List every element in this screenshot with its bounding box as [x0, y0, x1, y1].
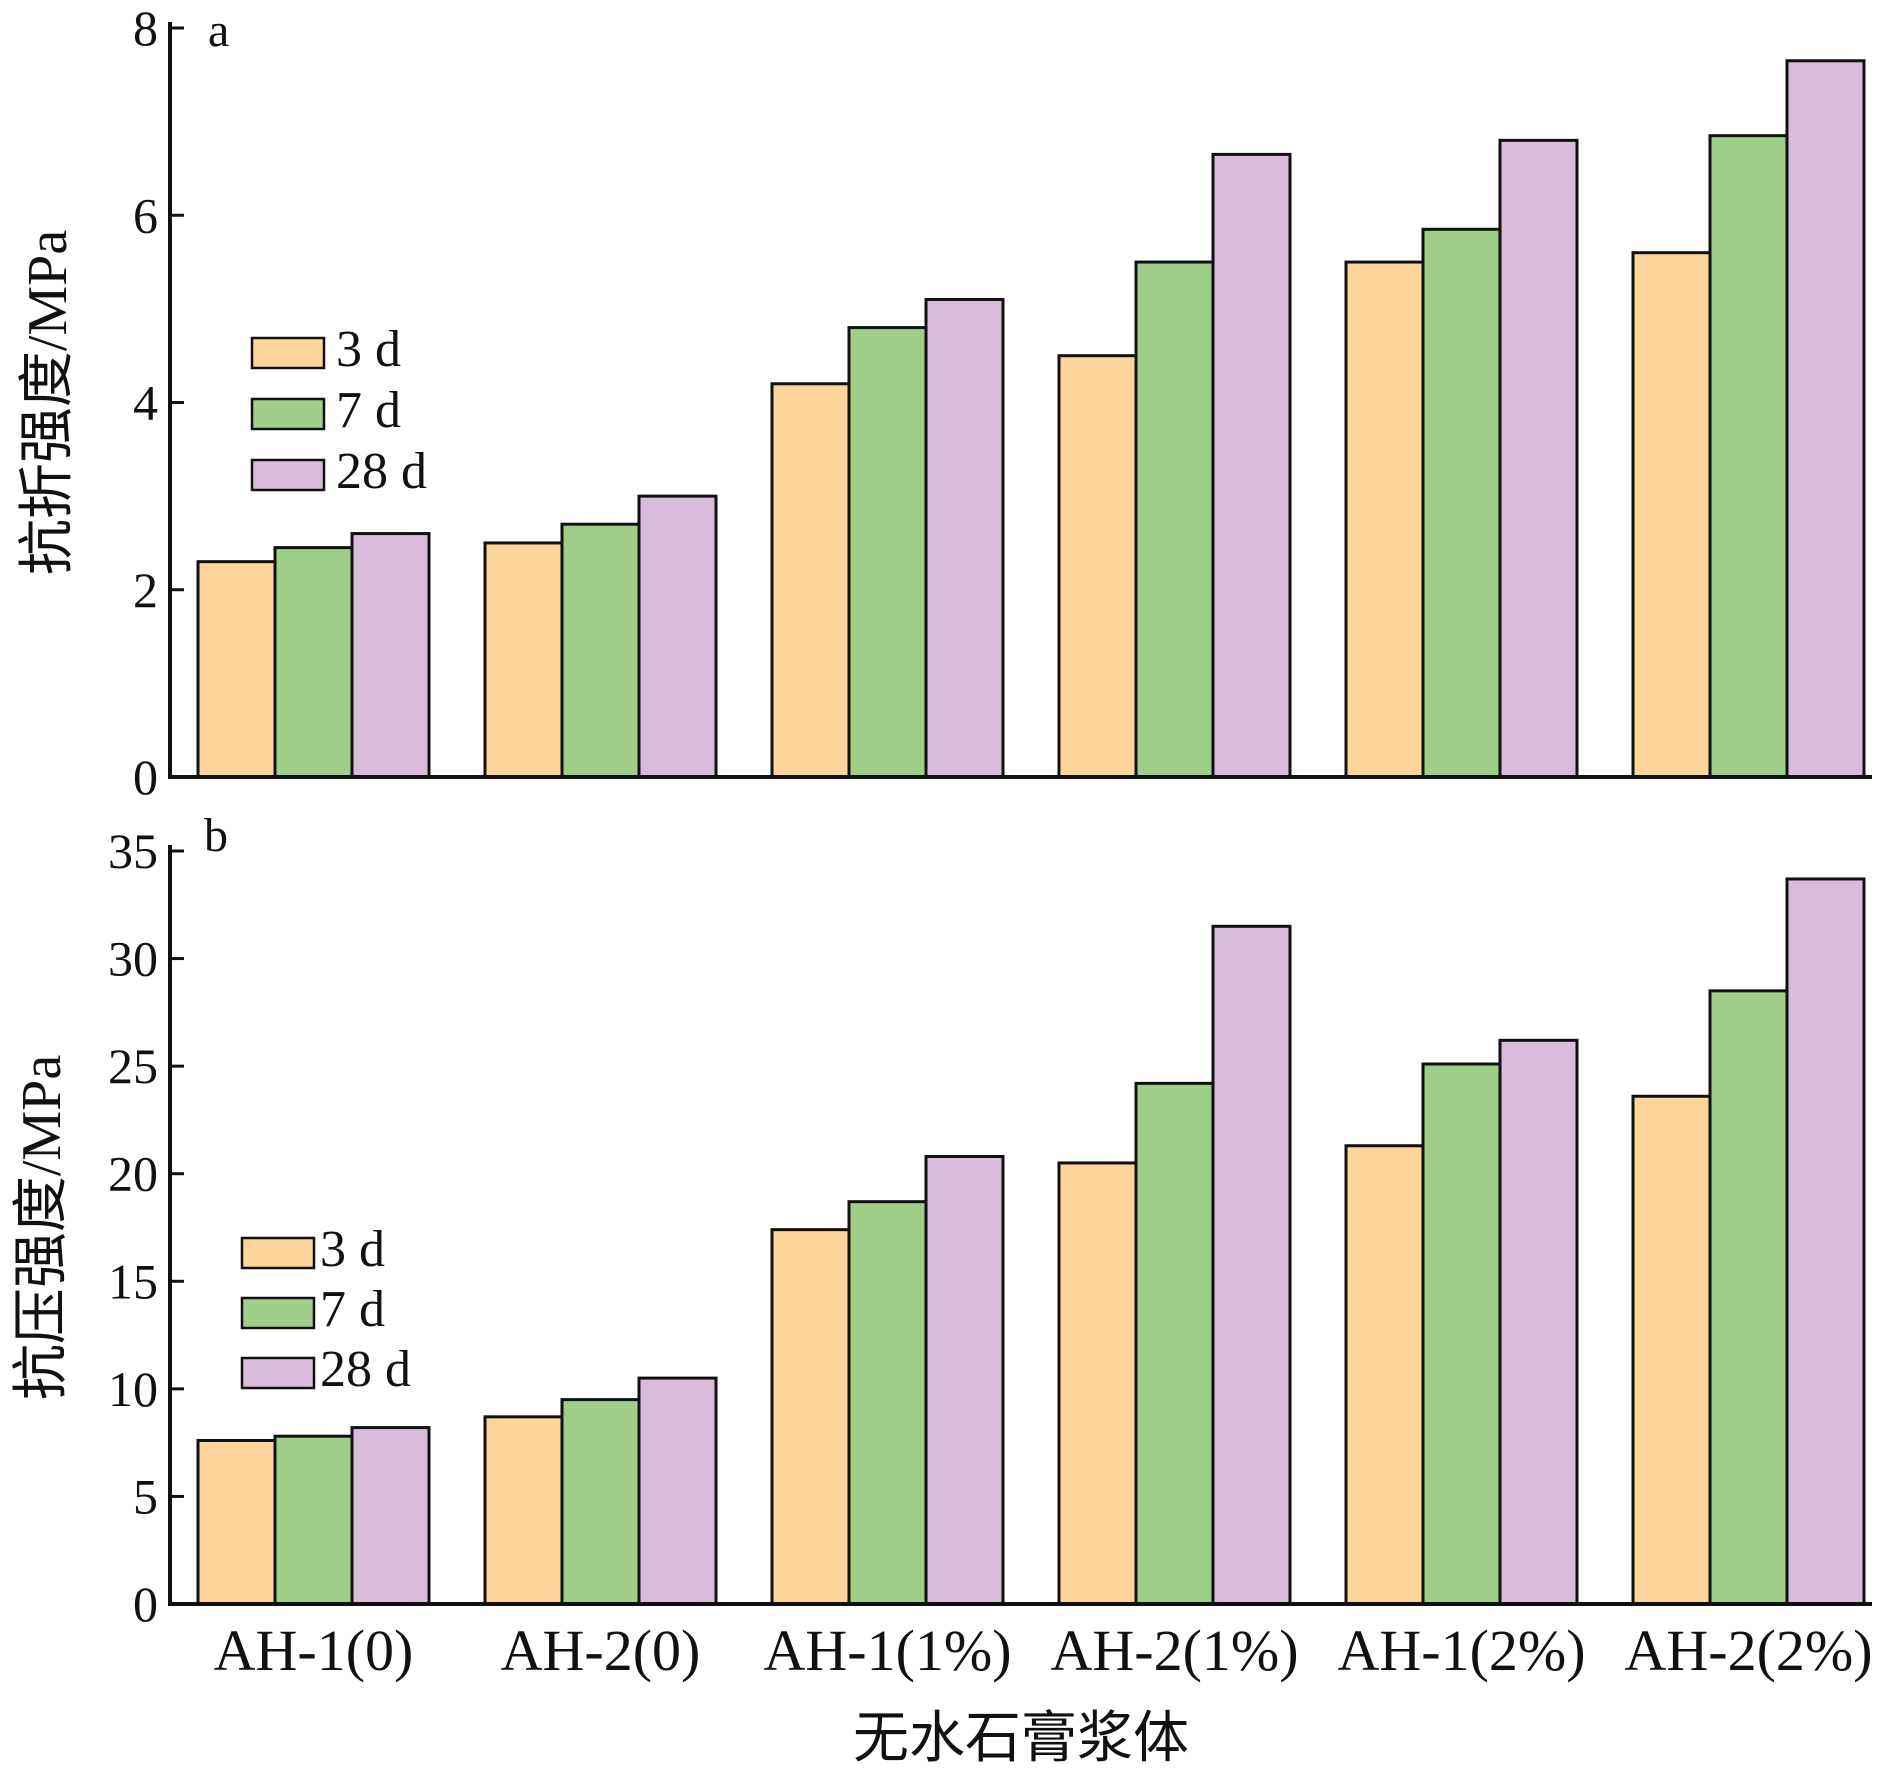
bar-b-1-28d: [350, 1426, 431, 1606]
bar-b-4-3d: [1057, 1161, 1138, 1606]
bar-a-1-3d: [196, 560, 277, 779]
bar-b-2-28d: [637, 1376, 718, 1606]
bar-b-5-28d: [1498, 1038, 1579, 1606]
bar-b-3-3d: [770, 1228, 851, 1606]
bar-a-6-28d: [1785, 59, 1866, 779]
y-axis-label-b: 抗压强度/MPa: [11, 1055, 73, 1400]
panel-letter-b: b: [204, 809, 228, 862]
y-tick-label-a: 0: [133, 749, 158, 805]
bar-a-6-3d: [1631, 251, 1712, 779]
bar-b-2-3d: [483, 1415, 564, 1606]
legend-swatch-a-28d: [250, 458, 326, 492]
legend-label-a: 7 d: [336, 382, 401, 439]
legend-label-b: 3 d: [320, 1221, 385, 1278]
bar-a-3-28d: [924, 298, 1005, 779]
bar-a-4-7d: [1134, 260, 1215, 779]
legend-label-b: 28 d: [320, 1341, 411, 1398]
y-tick-label-a: 4: [133, 375, 158, 431]
bar-a-4-3d: [1057, 354, 1138, 779]
x-category-label: AH-2(1%): [1050, 1618, 1298, 1683]
bar-a-5-3d: [1344, 260, 1425, 779]
bar-b-6-7d: [1708, 989, 1789, 1606]
y-tick-label-a: 8: [133, 0, 158, 56]
y-tick-label-a: 6: [133, 187, 158, 243]
bar-a-6-7d: [1708, 134, 1789, 779]
legend-label-a: 3 d: [336, 321, 401, 378]
bar-a-5-7d: [1421, 227, 1502, 779]
bar-a-2-7d: [560, 522, 641, 779]
bar-a-3-7d: [847, 326, 928, 779]
legend-swatch-b-7d: [240, 1296, 316, 1330]
legend-swatch-b-28d: [240, 1356, 316, 1390]
legend-label-b: 7 d: [320, 1281, 385, 1338]
bar-b-2-7d: [560, 1398, 641, 1606]
y-tick-label-a: 2: [133, 562, 158, 618]
legend-swatch-a-7d: [250, 397, 326, 431]
bar-b-1-3d: [196, 1438, 277, 1606]
bar-b-5-3d: [1344, 1144, 1425, 1606]
bar-b-3-28d: [924, 1155, 1005, 1606]
bar-a-1-7d: [273, 546, 354, 779]
x-category-label: AH-1(0): [214, 1618, 414, 1683]
bar-b-4-28d: [1211, 924, 1292, 1606]
bar-a-3-3d: [770, 382, 851, 779]
bar-a-2-28d: [637, 494, 718, 779]
y-tick-label-b: 20: [108, 1146, 158, 1202]
bar-b-6-3d: [1631, 1094, 1712, 1606]
y-tick-label-b: 35: [108, 823, 158, 879]
x-axis-label: 无水石膏浆体: [853, 1708, 1189, 1770]
bar-a-4-28d: [1211, 152, 1292, 779]
bar-a-2-3d: [483, 541, 564, 779]
y-axis-label-a: 抗折强度/MPa: [17, 230, 79, 575]
bar-b-1-7d: [273, 1434, 354, 1606]
bar-b-6-28d: [1785, 877, 1866, 1606]
legend-swatch-a-3d: [250, 336, 326, 370]
legend-label-a: 28 d: [336, 443, 427, 500]
y-tick-label-b: 30: [108, 931, 158, 987]
bar-b-5-7d: [1421, 1062, 1502, 1606]
y-tick-label-b: 15: [108, 1253, 158, 1309]
bar-a-5-28d: [1498, 138, 1579, 779]
x-category-label: AH-2(0): [501, 1618, 701, 1683]
bar-a-1-28d: [350, 532, 431, 779]
x-category-label: AH-1(2%): [1337, 1618, 1585, 1683]
y-tick-label-b: 5: [133, 1468, 158, 1524]
x-category-label: AH-1(1%): [763, 1618, 1011, 1683]
bar-b-4-7d: [1134, 1081, 1215, 1606]
panel-letter-a: a: [208, 4, 229, 57]
x-category-label: AH-2(2%): [1624, 1618, 1872, 1683]
y-tick-label-b: 0: [133, 1576, 158, 1632]
y-tick-label-b: 25: [108, 1038, 158, 1094]
y-tick-label-b: 10: [108, 1361, 158, 1417]
bar-b-3-7d: [847, 1200, 928, 1606]
legend-swatch-b-3d: [240, 1236, 316, 1270]
